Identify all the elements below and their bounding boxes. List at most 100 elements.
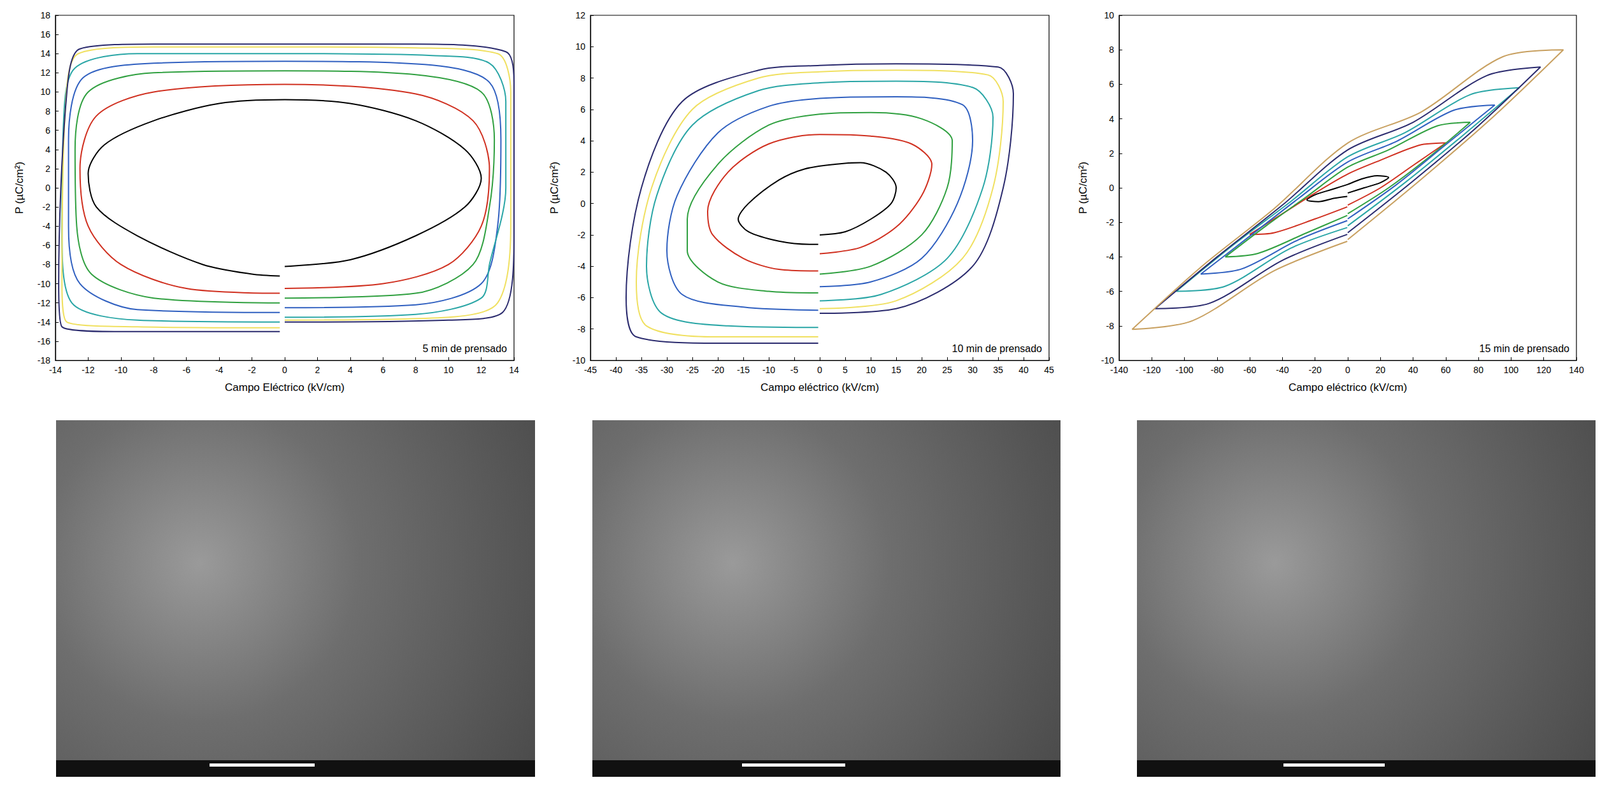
svg-text:-8: -8 [42,259,51,270]
svg-text:20: 20 [1375,364,1386,376]
svg-text:-30: -30 [660,364,674,376]
svg-text:16: 16 [40,29,51,40]
svg-text:-45: -45 [584,364,597,376]
svg-text:-10: -10 [762,364,776,376]
svg-text:14: 14 [40,48,51,59]
svg-text:8: 8 [580,73,586,84]
svg-text:4: 4 [45,144,51,155]
svg-text:10: 10 [443,364,454,376]
svg-text:5 min de prensado: 5 min de prensado [422,343,508,355]
svg-text:5: 5 [842,364,848,376]
svg-text:140: 140 [1568,364,1585,376]
svg-text:15 min de prensado: 15 min de prensado [1479,343,1571,355]
svg-text:0: 0 [45,182,51,193]
svg-text:2: 2 [1108,148,1115,159]
svg-text:40: 40 [1018,364,1029,376]
svg-text:10: 10 [1103,10,1115,21]
svg-text:2: 2 [315,364,321,376]
svg-text:-2: -2 [247,364,257,376]
svg-text:10: 10 [575,41,586,52]
svg-text:-20: -20 [1308,364,1322,376]
svg-text:4: 4 [580,135,586,146]
svg-text:-2: -2 [42,201,51,213]
svg-text:P (µC/cm²): P (µC/cm²) [548,161,561,215]
svg-text:-10: -10 [114,364,128,376]
svg-text:-40: -40 [1275,364,1289,376]
svg-text:0: 0 [282,364,288,376]
svg-text:35: 35 [992,364,1004,376]
svg-text:2: 2 [45,163,51,174]
svg-text:60: 60 [1440,364,1451,376]
svg-text:-6: -6 [182,364,191,376]
svg-text:-2: -2 [577,229,586,241]
svg-text:12: 12 [476,364,487,376]
svg-text:80: 80 [1473,364,1484,376]
svg-text:12: 12 [575,10,586,21]
svg-text:P (µC/cm²): P (µC/cm²) [13,161,26,215]
svg-text:-5: -5 [790,364,799,376]
svg-text:P (µC/cm²): P (µC/cm²) [1077,161,1090,215]
svg-text:-40: -40 [609,364,623,376]
svg-text:-10: -10 [572,355,586,366]
svg-text:4: 4 [1108,114,1115,125]
svg-text:-10: -10 [1101,355,1115,366]
svg-text:-80: -80 [1210,364,1224,376]
svg-text:30: 30 [967,364,978,376]
svg-text:-100: -100 [1175,364,1194,376]
svg-text:Campo Eléctrico (kV/cm): Campo Eléctrico (kV/cm) [224,381,345,394]
svg-text:-10: -10 [37,278,51,290]
svg-text:-4: -4 [42,221,51,232]
svg-text:-8: -8 [1106,321,1115,332]
svg-text:8: 8 [413,364,419,376]
svg-text:-120: -120 [1142,364,1161,376]
svg-text:-4: -4 [577,261,586,272]
svg-text:-16: -16 [37,336,51,347]
svg-text:-4: -4 [215,364,224,376]
svg-text:-6: -6 [42,240,51,251]
svg-text:14: 14 [508,364,520,376]
svg-text:0: 0 [1108,182,1115,193]
svg-text:8: 8 [1108,44,1115,55]
svg-text:-6: -6 [577,292,586,303]
svg-text:0: 0 [817,364,823,376]
svg-text:40: 40 [1408,364,1419,376]
svg-text:-60: -60 [1243,364,1257,376]
svg-text:0: 0 [1345,364,1351,376]
svg-text:12: 12 [40,67,51,78]
svg-text:10 min de prensado: 10 min de prensado [952,343,1043,355]
svg-text:25: 25 [942,364,953,376]
svg-text:-4: -4 [1106,251,1115,262]
svg-text:-140: -140 [1110,364,1129,376]
svg-text:100: 100 [1503,364,1520,376]
svg-text:-14: -14 [37,317,51,328]
svg-text:-25: -25 [685,364,699,376]
svg-text:0: 0 [580,198,586,209]
svg-text:15: 15 [891,364,902,376]
svg-text:-2: -2 [1106,217,1115,228]
svg-text:6: 6 [380,364,386,376]
svg-text:-20: -20 [711,364,725,376]
svg-text:-8: -8 [577,324,586,335]
svg-text:18: 18 [40,10,51,21]
svg-text:45: 45 [1043,364,1055,376]
svg-text:-8: -8 [149,364,158,376]
svg-text:6: 6 [580,104,586,115]
svg-text:2: 2 [580,166,586,178]
svg-text:-6: -6 [1106,286,1115,297]
svg-text:10: 10 [865,364,876,376]
svg-text:-15: -15 [736,364,750,376]
svg-text:-18: -18 [37,355,51,366]
svg-text:-12: -12 [81,364,95,376]
svg-text:8: 8 [45,106,51,117]
svg-text:-35: -35 [635,364,648,376]
svg-text:-12: -12 [37,298,51,309]
svg-text:6: 6 [45,125,51,136]
svg-text:Campo eléctrico (kV/cm): Campo eléctrico (kV/cm) [1288,381,1408,394]
svg-text:20: 20 [916,364,927,376]
svg-text:6: 6 [1108,78,1115,90]
svg-text:10: 10 [40,86,51,97]
svg-text:Campo eléctrico (kV/cm): Campo eléctrico (kV/cm) [760,381,879,394]
svg-text:4: 4 [347,364,353,376]
svg-text:120: 120 [1536,364,1552,376]
svg-text:-14: -14 [49,364,62,376]
